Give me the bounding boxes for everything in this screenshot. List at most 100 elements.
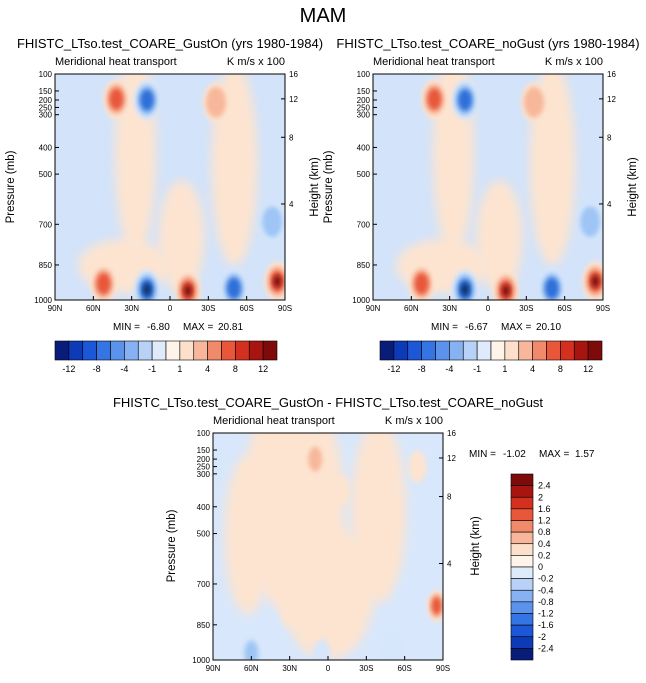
colorbar-swatch xyxy=(248,340,264,361)
colorbar-swatch xyxy=(124,340,139,361)
y-right-tick-label: 12 xyxy=(289,95,298,104)
colorbar-label: 1 xyxy=(502,364,507,374)
colorbar-swatch xyxy=(510,555,534,568)
colorbar-gust-on: -12 -8 -4 -1 1 4 8 12 xyxy=(54,340,278,374)
colorbar-swatch xyxy=(546,340,561,361)
y-tick-label: 250 xyxy=(197,463,211,472)
max-label: MAX = xyxy=(501,322,531,333)
negative-contour xyxy=(460,283,470,296)
figure-title: MAM xyxy=(300,5,347,27)
colorbar-swatch xyxy=(54,340,70,361)
panel-no-gust: FHISTC_LTso.test_COARE_noGust (yrs 1980-… xyxy=(323,36,640,333)
x-tick-label: 90N xyxy=(48,304,63,313)
negative-contour xyxy=(139,89,155,111)
y-tick-label: 150 xyxy=(357,87,371,96)
y-right-tick-label: 4 xyxy=(447,560,452,569)
y-right-tick-label: 4 xyxy=(289,200,294,209)
colorbar-label: 4 xyxy=(530,364,535,374)
colorbar-swatch xyxy=(510,496,534,510)
colorbar-swatch xyxy=(137,340,153,361)
colorbar-label: -2.4 xyxy=(538,643,554,653)
y-axis-right-label: Height (km) xyxy=(470,516,482,576)
y-tick-label: 200 xyxy=(357,96,371,105)
y-tick-label: 700 xyxy=(39,220,53,229)
stats-line: MIN = -6.80 MAX = 20.81 xyxy=(113,322,243,333)
colorbar-swatch xyxy=(110,340,125,361)
y-tick-label: 300 xyxy=(197,470,211,479)
colorbar-swatch xyxy=(407,340,422,361)
colorbar-label: 0 xyxy=(538,562,543,572)
colorbar-swatch xyxy=(490,340,506,361)
colorbar-swatch xyxy=(510,508,534,521)
negative-contour xyxy=(262,206,283,238)
negative-contour xyxy=(382,632,401,660)
colorbar-label: -8 xyxy=(93,364,101,374)
positive-contour xyxy=(205,86,227,118)
positive-contour xyxy=(431,597,442,615)
y-right-tick-label: 4 xyxy=(607,200,612,209)
panel-units-label: K m/s x 100 xyxy=(385,415,443,427)
colorbar-label: -0.4 xyxy=(538,585,554,595)
colorbar-swatch xyxy=(510,624,534,638)
colorbar-swatch xyxy=(510,636,534,649)
y-axis-label: Pressure (mb) xyxy=(5,150,17,223)
negative-contour xyxy=(580,206,601,238)
y-tick-label: 100 xyxy=(39,70,53,79)
positive-contour xyxy=(414,272,429,295)
panel-units-label: K m/s x 100 xyxy=(227,56,285,68)
colorbar-no-gust: -12 -8 -4 -1 1 4 8 12 xyxy=(379,340,603,374)
colorbar-label: 2.4 xyxy=(538,481,551,491)
x-tick-label: 90N xyxy=(206,664,221,673)
y-tick-label: 400 xyxy=(197,503,211,512)
y-tick-label: 850 xyxy=(39,261,53,270)
x-tick-label: 30S xyxy=(201,304,215,313)
negative-contour xyxy=(457,89,473,111)
colorbar-swatch xyxy=(207,340,222,361)
colorbar-swatch xyxy=(510,566,534,579)
negative-contour xyxy=(142,283,152,296)
colorbar-swatch xyxy=(262,340,278,361)
y-tick-label: 850 xyxy=(357,261,371,270)
warm-region xyxy=(476,180,523,294)
positive-contour xyxy=(408,450,427,483)
y-tick-label: 100 xyxy=(357,70,371,79)
y-right-tick-label: 8 xyxy=(447,493,452,502)
y-tick-label: 250 xyxy=(357,103,371,112)
positive-contour xyxy=(427,88,442,110)
colorbar-label: -4 xyxy=(120,364,128,374)
x-tick-label: 60N xyxy=(244,664,259,673)
x-tick-label: 90S xyxy=(436,664,450,673)
colorbar-swatch xyxy=(68,340,84,361)
colorbar-swatch xyxy=(510,543,534,556)
min-value: -6.67 xyxy=(465,322,488,333)
colorbar-swatch xyxy=(393,340,409,361)
x-tick-label: 30N xyxy=(282,664,297,673)
colorbar-swatch xyxy=(510,613,534,626)
y-tick-label: 200 xyxy=(197,455,211,464)
x-tick-label: 60N xyxy=(404,304,419,313)
colorbar-swatch xyxy=(510,601,534,614)
colorbar-swatch xyxy=(221,340,236,361)
positive-contour xyxy=(273,275,282,288)
y-tick-label: 500 xyxy=(39,170,53,179)
colorbar-swatch xyxy=(518,340,533,361)
positive-contour xyxy=(109,88,124,110)
colorbar-label: -2 xyxy=(538,632,546,642)
y-right-tick-label: 16 xyxy=(607,70,616,79)
colorbar-swatch xyxy=(82,340,97,361)
warm-region xyxy=(158,180,205,294)
warm-region xyxy=(529,74,576,267)
colorbar-label: 4 xyxy=(205,364,210,374)
x-tick-label: 90S xyxy=(278,304,292,313)
colorbar-label: 2 xyxy=(538,492,543,502)
colorbar-difference: 2.42 1.6 1.20.8 0.40.2 0 -0.2-0.4 -0.8 -1.2-1.6… xyxy=(510,473,554,661)
x-tick-label: 30S xyxy=(359,664,373,673)
stats-line: MIN = -6.67 MAX = 20.10 xyxy=(431,322,561,333)
x-tick-label: 60S xyxy=(240,304,254,313)
colorbar-swatch xyxy=(462,340,478,361)
y-right-tick-label: 16 xyxy=(447,429,456,438)
colorbar-label: -0.2 xyxy=(538,574,554,584)
